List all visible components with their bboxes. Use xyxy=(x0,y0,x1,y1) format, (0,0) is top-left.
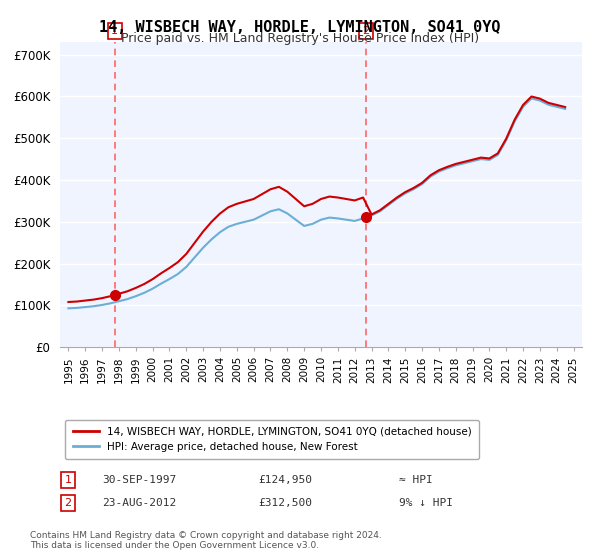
Text: 2: 2 xyxy=(362,26,369,36)
Legend: 14, WISBECH WAY, HORDLE, LYMINGTON, SO41 0YQ (detached house), HPI: Average pric: 14, WISBECH WAY, HORDLE, LYMINGTON, SO41… xyxy=(65,419,479,459)
Text: Contains HM Land Registry data © Crown copyright and database right 2024.
This d: Contains HM Land Registry data © Crown c… xyxy=(30,530,382,550)
Text: 2: 2 xyxy=(64,498,71,508)
Text: 23-AUG-2012: 23-AUG-2012 xyxy=(102,498,176,508)
Text: 14, WISBECH WAY, HORDLE, LYMINGTON, SO41 0YQ: 14, WISBECH WAY, HORDLE, LYMINGTON, SO41… xyxy=(99,20,501,35)
Text: 1: 1 xyxy=(111,26,118,36)
Text: 30-SEP-1997: 30-SEP-1997 xyxy=(102,475,176,485)
Text: 9% ↓ HPI: 9% ↓ HPI xyxy=(400,498,454,508)
Text: £312,500: £312,500 xyxy=(259,498,313,508)
Text: Price paid vs. HM Land Registry's House Price Index (HPI): Price paid vs. HM Land Registry's House … xyxy=(121,32,479,45)
Text: 1: 1 xyxy=(64,475,71,485)
Text: ≈ HPI: ≈ HPI xyxy=(400,475,433,485)
Text: £124,950: £124,950 xyxy=(259,475,313,485)
